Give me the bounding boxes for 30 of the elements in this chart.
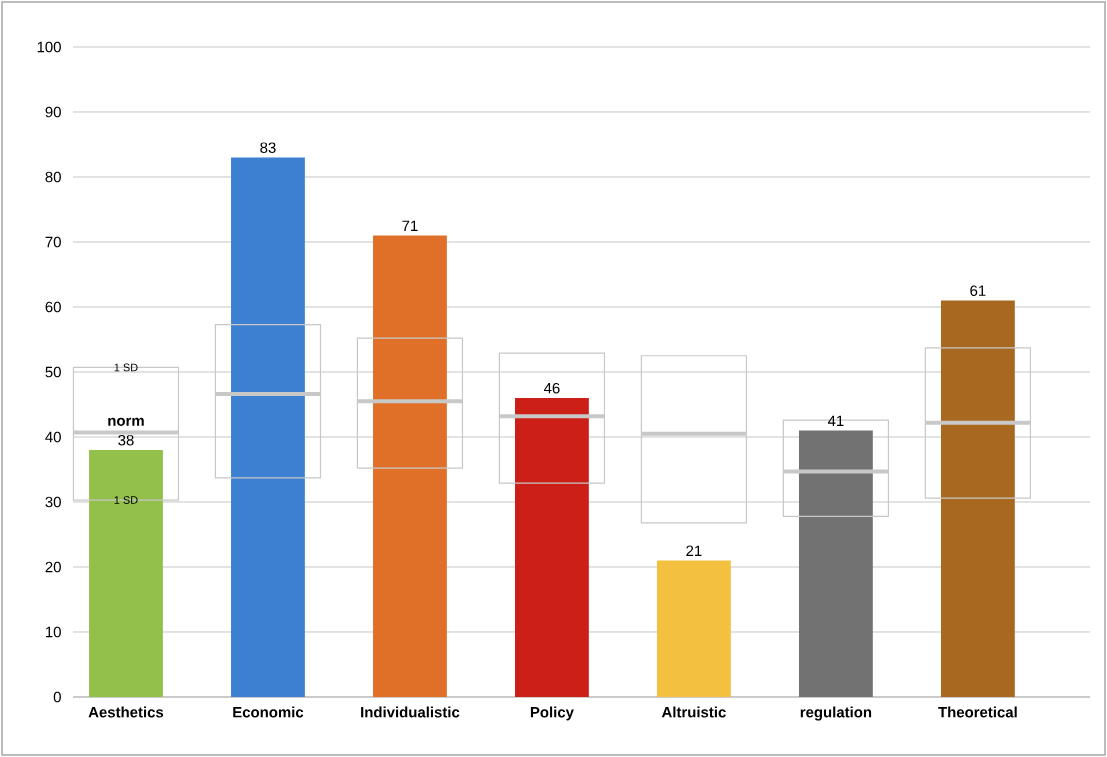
data-label: 61 <box>970 285 986 296</box>
data-label: 38 <box>118 434 134 446</box>
y-tick-label: 60 <box>45 301 61 313</box>
y-tick-label: 80 <box>45 171 61 183</box>
x-tick-label: Altruistic <box>661 706 726 718</box>
y-tick-label: 10 <box>46 626 61 638</box>
x-tick-label: Theoretical <box>938 706 1017 718</box>
y-tick-label: 40 <box>45 431 61 443</box>
x-tick-label: Policy <box>530 706 574 721</box>
y-tick-label: 0 <box>53 691 61 703</box>
annotation: norm <box>108 417 144 426</box>
bar <box>89 449 163 697</box>
y-tick-label: 100 <box>37 41 61 53</box>
annotation: 1 SD <box>114 363 138 372</box>
data-label: 21 <box>686 545 702 556</box>
y-tick-label: 50 <box>45 366 61 378</box>
data-label: 41 <box>827 415 844 426</box>
annotation: 1 SD <box>114 496 138 504</box>
x-tick-label: Aesthetics <box>88 706 164 718</box>
y-tick-label: 90 <box>45 106 61 118</box>
y-tick-label: 30 <box>45 496 61 508</box>
y-tick-label: 70 <box>45 236 61 248</box>
x-tick-label: regulation <box>800 706 872 721</box>
x-tick-label: Economic <box>233 706 304 718</box>
data-label: 71 <box>402 220 418 231</box>
data-label: 83 <box>260 142 276 153</box>
x-tick-label: Individualistic <box>361 706 460 718</box>
bar <box>657 560 731 697</box>
data-label: 46 <box>543 382 560 394</box>
y-tick-label: 20 <box>45 561 61 573</box>
